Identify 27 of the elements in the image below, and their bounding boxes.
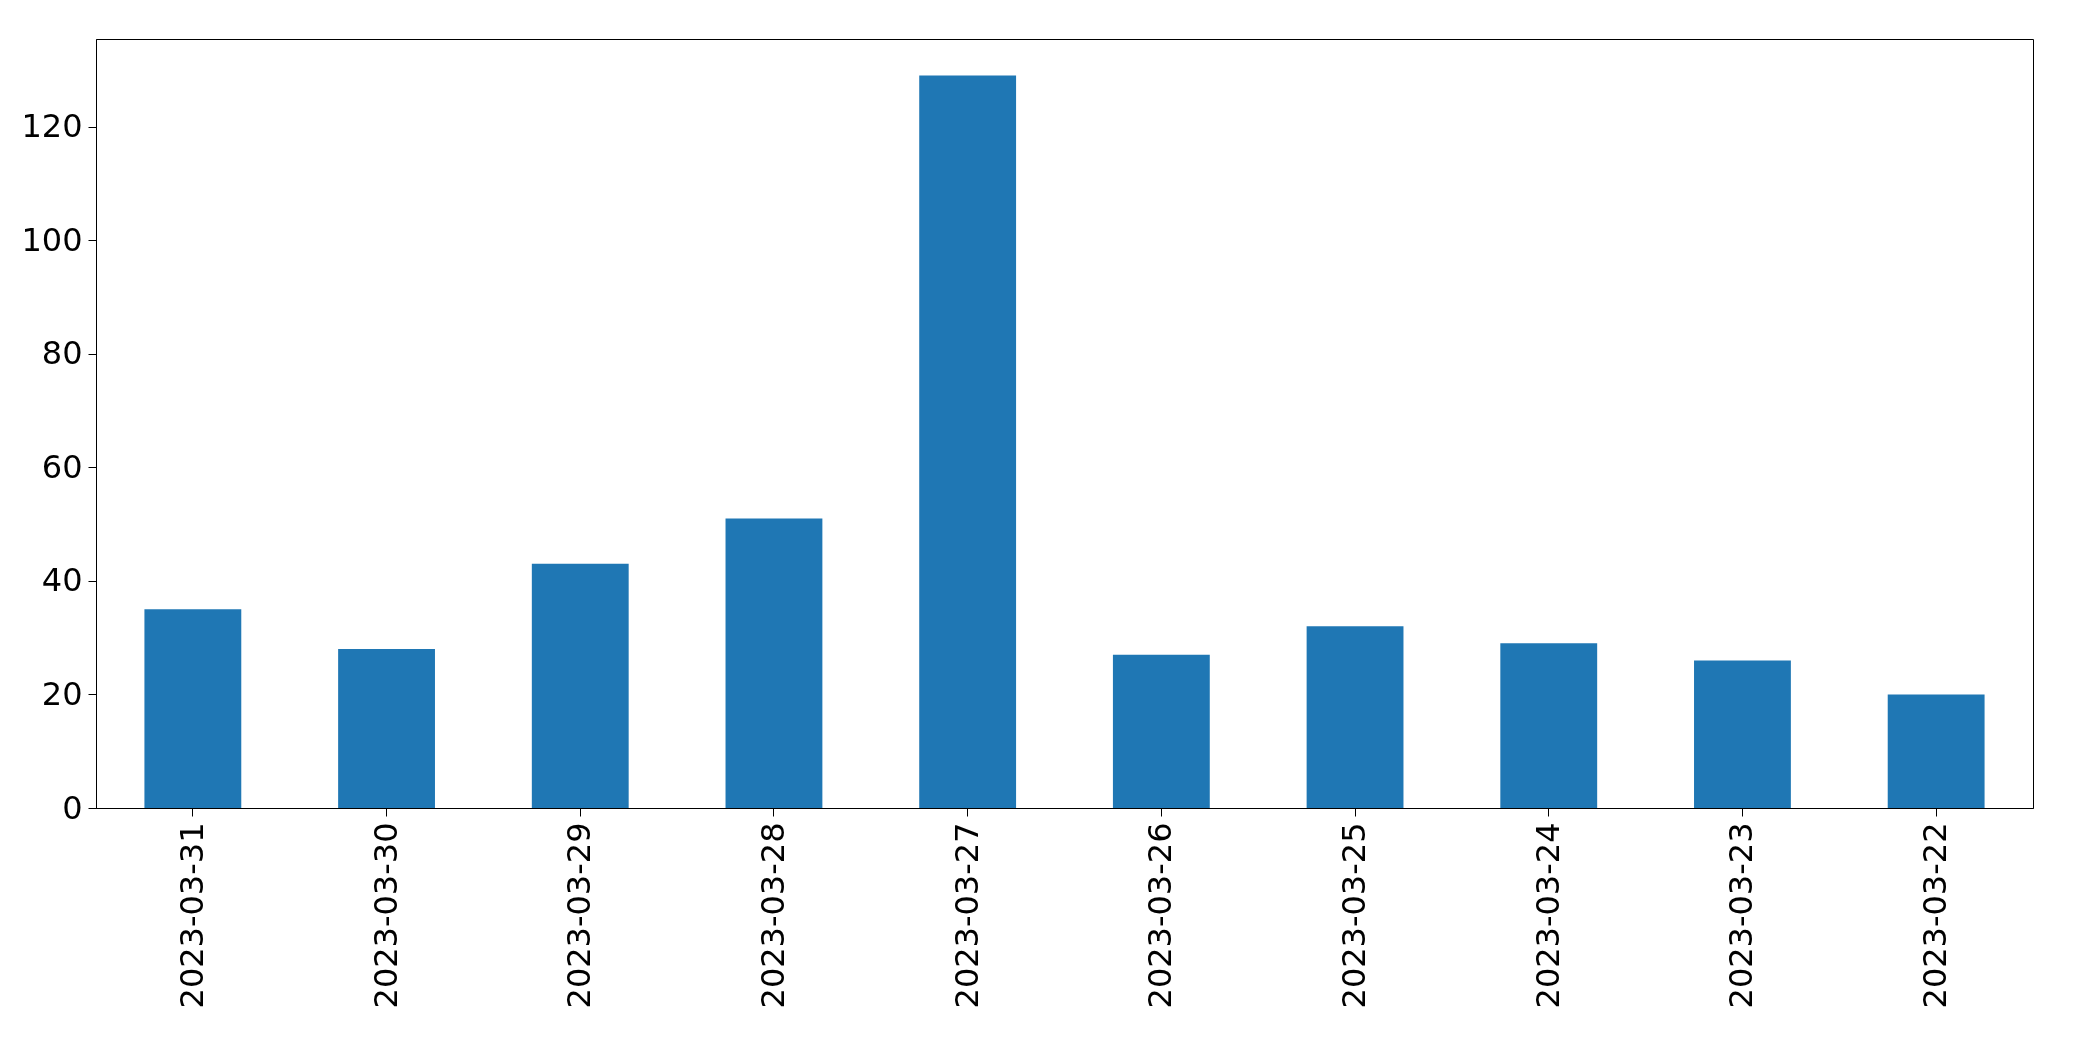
x-tick-label: 2023-03-26 — [1141, 822, 1180, 1009]
bar — [725, 518, 823, 808]
x-tick-label: 2023-03-25 — [1335, 822, 1374, 1009]
x-tick-label: 2023-03-22 — [1916, 822, 1955, 1009]
y-tick-label: 40 — [41, 561, 83, 600]
x-tick-label: 2023-03-29 — [560, 822, 599, 1009]
bar — [1694, 660, 1791, 808]
bar — [919, 75, 1017, 808]
y-tick-label: 0 — [62, 788, 83, 827]
y-tick-label: 120 — [21, 107, 83, 146]
x-tick-label: 2023-03-28 — [753, 822, 792, 1009]
y-tick-label: 100 — [21, 220, 83, 259]
y-tick-label: 20 — [41, 674, 83, 713]
y-tick-label: 80 — [41, 334, 83, 373]
x-tick-label: 2023-03-30 — [366, 822, 405, 1009]
bar — [338, 649, 435, 808]
bar — [1500, 643, 1598, 808]
bar — [531, 563, 629, 808]
bar — [144, 609, 242, 808]
x-tick-label: 2023-03-24 — [1528, 822, 1567, 1009]
x-tick-label: 2023-03-27 — [947, 822, 986, 1009]
bar — [1306, 626, 1404, 808]
bar — [1887, 694, 1985, 808]
bar — [1112, 654, 1210, 808]
x-tick-label: 2023-03-23 — [1722, 822, 1761, 1009]
y-tick-label: 60 — [41, 447, 83, 486]
x-tick-label: 2023-03-31 — [172, 822, 211, 1009]
